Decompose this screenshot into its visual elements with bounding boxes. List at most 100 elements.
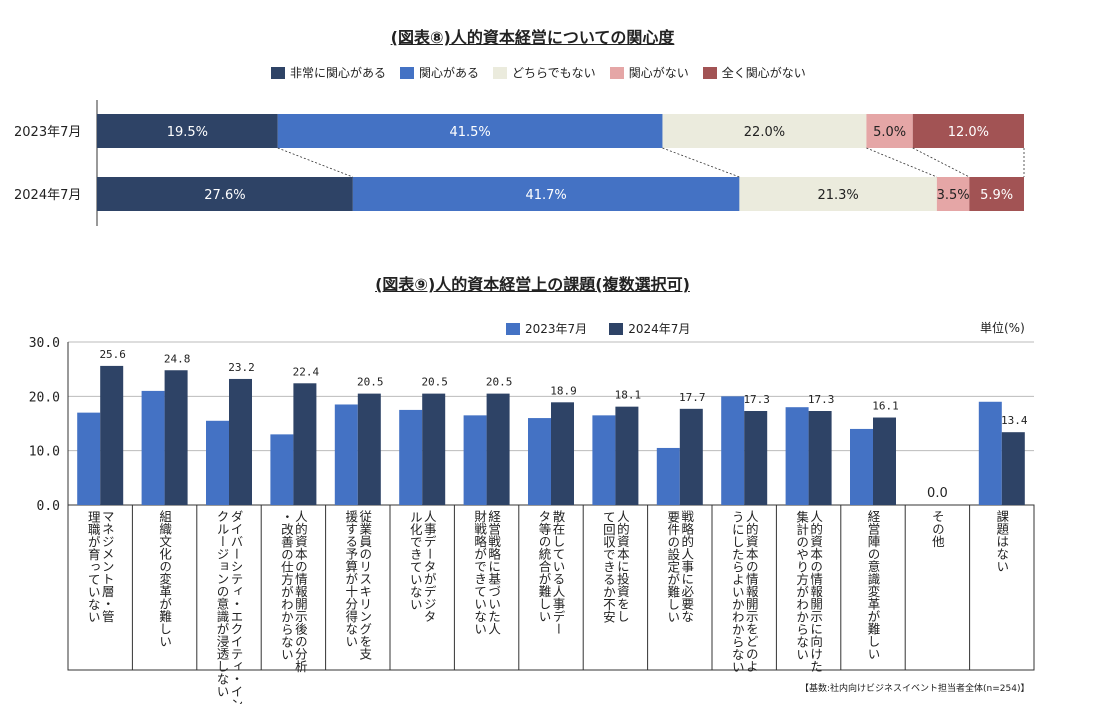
category-label: 散在している人事データ等の統合が難しい — [537, 509, 566, 635]
bar-2024 — [808, 411, 832, 505]
legend-item: 2024年7月 — [609, 320, 690, 337]
bar-2023 — [528, 418, 551, 505]
connector-line — [866, 147, 938, 178]
category-label: 従業員のリスキリングを支援する予算が十分得ない — [343, 510, 372, 660]
data-label: 17.7 — [679, 391, 706, 404]
chart1-legend: 非常に関心がある 関心がある どちらでもない 関心がない 全く関心がない — [271, 64, 820, 81]
data-label: 20.5 — [357, 376, 384, 389]
category-label-line: クルージョンの意識が浸透しない — [215, 510, 230, 698]
category-label-line: 人的資本の情報開示に向けた — [808, 510, 823, 673]
legend-swatch — [506, 322, 520, 335]
category-label-line: 課題はない — [994, 509, 1009, 573]
legend-label: 非常に関心がある — [290, 66, 387, 80]
bar-2024 — [873, 417, 896, 505]
bar-2023 — [592, 415, 616, 505]
category-label: 2023年7月 — [14, 125, 81, 140]
bar-2023 — [141, 390, 165, 505]
connector-line — [912, 147, 970, 178]
data-label: 16.1 — [872, 400, 899, 413]
chart1-title: (図表⑧)人的資本経営についての関心度 — [390, 28, 675, 47]
legend-item: 非常に関心がある — [271, 64, 386, 81]
category-label-line: 経営戦略に基づいた人 — [486, 510, 501, 635]
legend-swatch — [702, 66, 717, 79]
data-label: 12.0% — [948, 125, 989, 140]
category-label-line: ル化できていない — [408, 510, 423, 610]
bar-segment — [97, 177, 353, 211]
bar-2024 — [679, 408, 703, 505]
category-label: 2024年7月 — [14, 188, 81, 203]
legend-swatch — [493, 66, 508, 79]
chart1-stacked-bar: 2023年7月 19.5% 41.5% 22.0% 5.0% 12.0% 2024年7月 27… — [14, 100, 1025, 226]
y-tick-label: 0.0 — [37, 499, 60, 514]
data-label: 19.5% — [167, 125, 208, 140]
category-label-line: 経営陣の意識変革が難しい — [866, 510, 881, 660]
category-label-line: て回収できるか不安 — [601, 510, 616, 623]
bar-2023 — [978, 401, 1002, 505]
category-label-line: ・改善の仕方がわからない — [279, 510, 294, 660]
bar-2024 — [229, 378, 252, 505]
category-label: 人的資本の情報開示に向けた集計のやり方がわからない — [794, 509, 823, 673]
legend-swatch — [609, 322, 624, 335]
bar-segment — [739, 177, 937, 211]
bar-2024 — [1001, 432, 1025, 505]
data-label: 5.0% — [873, 125, 906, 140]
category-label: 戦略的人事に必要な要件の設定が難しい — [665, 510, 694, 623]
bar-2023 — [399, 409, 423, 505]
bar-2024 — [422, 393, 446, 505]
data-label: 18.1 — [615, 389, 642, 402]
category-label-line: 組織文化の変革が難しい — [157, 510, 172, 648]
data-label: 24.8 — [164, 352, 191, 365]
footnote: 【基数:社内向けビジネスイベント担当者全体(n=254)】 — [800, 684, 1030, 694]
category-label: 人的資本の情報開示をどのようにしたらよいかわからない — [730, 510, 759, 673]
legend-label: 2024年7月 — [628, 322, 691, 336]
category-label-line: ダイバーシティ・エクイティ・イン — [229, 510, 244, 704]
category-label: 組織文化の変革が難しい — [157, 510, 172, 648]
bar-2024 — [551, 402, 574, 505]
bar-2023 — [77, 412, 101, 505]
y-tick-label: 20.0 — [29, 390, 60, 405]
legend-label: 関心がない — [628, 66, 689, 80]
y-tick-label: 30.0 — [29, 336, 60, 351]
category-label-line: 理職が育っていない — [86, 510, 101, 623]
category-label-line: 集計のやり方がわからない — [794, 509, 809, 660]
category-label-line: 戦略的人事に必要な — [679, 510, 694, 623]
data-label: 27.6% — [204, 188, 245, 203]
category-label: 経営陣の意識変革が難しい — [866, 510, 881, 660]
category-label-line: その他 — [930, 510, 945, 548]
bar-2023 — [334, 404, 358, 505]
category-label: 人事データがデジタル化できていない — [408, 510, 437, 623]
category-label: 人的資本に投資をして回収できるか不安 — [601, 510, 630, 623]
data-label: 21.3% — [817, 188, 858, 203]
bar-2023 — [721, 396, 745, 505]
data-label: 23.2 — [228, 361, 255, 374]
bar-2023 — [656, 447, 680, 505]
data-label: 17.3 — [808, 393, 835, 406]
category-label: 人的資本の情報開示後の分析・改善の仕方がわからない — [279, 510, 308, 673]
category-label-line: 人的資本に投資をし — [615, 510, 630, 623]
bar-segment — [912, 114, 1024, 148]
bar-segment — [866, 114, 913, 148]
connector-line — [662, 147, 740, 178]
data-label: 25.6 — [99, 348, 126, 361]
data-label: 17.3 — [743, 393, 770, 406]
category-label: 課題はない — [994, 509, 1009, 573]
bar-2023 — [850, 428, 873, 505]
legend-label: どちらでもない — [512, 66, 596, 80]
category-label-line: 要件の設定が難しい — [665, 510, 680, 623]
bar-2024 — [486, 393, 510, 505]
category-label-line: うにしたらよいかわからない — [730, 510, 745, 673]
bar-2023 — [463, 415, 487, 505]
data-label: 20.5 — [486, 376, 513, 389]
legend-item: どちらでもない — [493, 64, 596, 81]
bar-2023 — [785, 407, 809, 505]
legend-item: 関心がある — [400, 64, 479, 81]
bar-segment — [662, 114, 867, 148]
category-label: 経営戦略に基づいた人財戦略ができていない — [472, 509, 501, 635]
bar-segment — [97, 114, 278, 148]
bar-2024 — [293, 383, 317, 505]
data-label: 5.9% — [980, 188, 1013, 203]
data-label: 13.4 — [1001, 414, 1028, 427]
bar-segment — [277, 114, 663, 148]
legend-label: 2023年7月 — [525, 322, 588, 336]
